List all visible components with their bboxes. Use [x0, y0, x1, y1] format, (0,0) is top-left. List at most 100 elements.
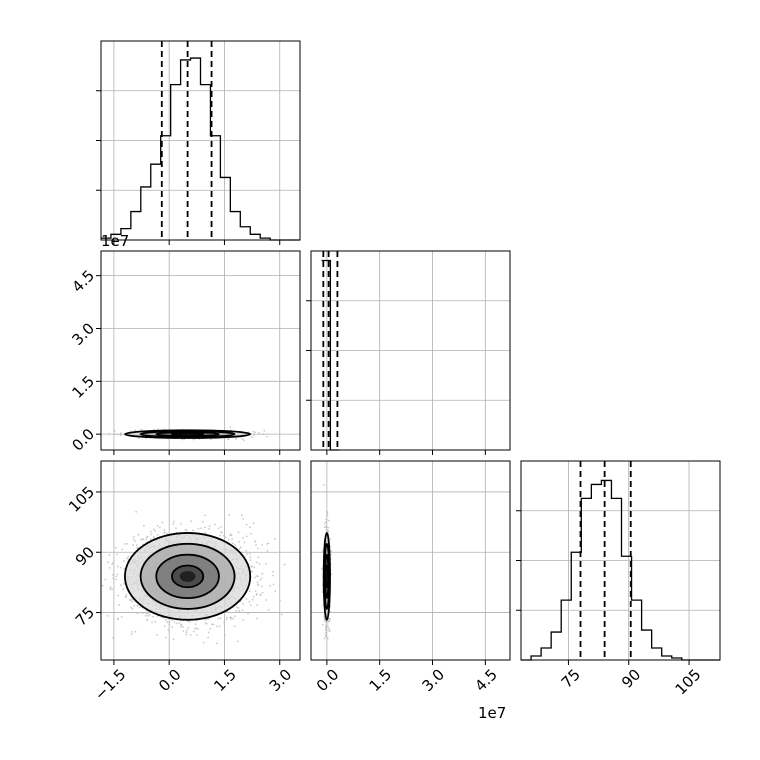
scatter-point	[261, 591, 264, 594]
scatter-point	[196, 634, 198, 636]
scatter-point	[245, 523, 248, 526]
scatter-point	[120, 615, 123, 618]
scatter-point	[214, 523, 217, 526]
scatter-point	[323, 615, 325, 618]
scatter-point	[141, 612, 144, 615]
x-tick-label: 105	[672, 666, 705, 699]
scatter-point	[249, 559, 252, 562]
scatter-point	[134, 540, 137, 542]
scatter-point	[241, 609, 244, 612]
scatter-point	[259, 579, 262, 581]
scatter-point	[132, 544, 135, 546]
scatter-point	[210, 438, 212, 441]
p1-p3-contour	[171, 564, 205, 589]
scatter-point	[152, 615, 154, 618]
scatter-point	[185, 633, 188, 636]
x-tick-label: 0.0	[155, 666, 185, 696]
scatter-point	[175, 527, 177, 530]
scatter-point	[234, 544, 236, 546]
scatter-point	[189, 634, 192, 636]
scatter-point	[108, 432, 111, 435]
scatter-point	[272, 574, 274, 577]
scatter-point	[269, 584, 271, 587]
scatter-point	[211, 623, 213, 626]
scatter-point	[253, 566, 256, 569]
scatter-point	[189, 620, 191, 623]
x-tick-label: 0.0	[313, 666, 343, 696]
scatter-point	[115, 575, 118, 578]
scatter-point	[136, 547, 139, 550]
scatter-point	[168, 621, 171, 624]
scatter-point	[208, 527, 210, 530]
scatter-point	[263, 429, 266, 432]
x-tick-label: 4.5	[471, 666, 501, 696]
scatter-point	[208, 525, 211, 528]
scatter-point	[148, 613, 151, 616]
scatter-point	[194, 623, 197, 626]
scatter-point	[119, 434, 122, 436]
scatter-point	[245, 549, 248, 552]
scatter-point	[108, 554, 111, 557]
scatter-point	[202, 641, 205, 644]
p1-p3-contour	[124, 532, 252, 621]
scatter-point	[165, 532, 168, 535]
scatter-point	[159, 526, 161, 529]
scatter-point	[122, 588, 125, 591]
scatter-point	[229, 426, 232, 428]
scatter-point	[127, 555, 130, 558]
scatter-point	[145, 612, 148, 615]
scatter-point	[132, 538, 135, 541]
scatter-point	[171, 626, 174, 628]
scatter-point	[238, 609, 241, 612]
p1-p3-contour	[139, 542, 236, 610]
scatter-point	[207, 636, 210, 639]
scatter-point	[114, 578, 117, 581]
scatter-point	[204, 532, 207, 534]
scatter-point	[207, 631, 210, 634]
scatter-point	[217, 527, 220, 530]
y-tick-label: 105	[65, 483, 98, 516]
scatter-point	[238, 548, 241, 550]
scatter-point	[228, 513, 231, 516]
scatter-point	[326, 510, 328, 513]
scatter-point	[328, 519, 330, 522]
scatter-point	[248, 590, 251, 593]
scatter-point	[123, 568, 125, 570]
scatter-point	[135, 544, 138, 546]
scatter-point	[258, 432, 260, 434]
scatter-point	[114, 433, 116, 435]
scatter-point	[225, 536, 227, 539]
scatter-point	[133, 536, 135, 538]
scatter-point	[234, 615, 236, 618]
scatter-point	[257, 575, 259, 578]
scatter-point	[254, 431, 256, 434]
scatter-point	[260, 577, 263, 580]
scatter-point	[279, 599, 281, 602]
scatter-point	[238, 540, 240, 543]
scatter-point	[200, 527, 203, 530]
scatter-point	[153, 537, 155, 539]
scatter-point	[251, 598, 254, 601]
p1-p2-contour	[124, 429, 252, 439]
scatter-point	[149, 530, 152, 533]
scatter-point	[178, 622, 181, 624]
x-tick-label: 1.5	[210, 666, 240, 696]
scatter-point	[324, 631, 327, 634]
scatter-point	[326, 530, 329, 532]
scatter-point	[265, 599, 268, 601]
scatter-point	[163, 625, 166, 628]
scatter-point	[111, 588, 113, 591]
y-tick-label: 1.5	[68, 372, 98, 402]
scatter-point	[168, 623, 171, 626]
scatter-point	[262, 433, 264, 435]
scatter-point	[274, 590, 277, 593]
scatter-point	[227, 438, 230, 441]
x-tick-label: 3.0	[418, 666, 448, 696]
scatter-point	[242, 517, 245, 520]
scatter-point	[236, 606, 238, 609]
scatter-point	[136, 612, 139, 615]
panel-frame-2-1	[310, 460, 511, 661]
scatter-point	[249, 604, 252, 606]
scatter-point	[236, 640, 239, 643]
scatter-point	[151, 621, 154, 623]
